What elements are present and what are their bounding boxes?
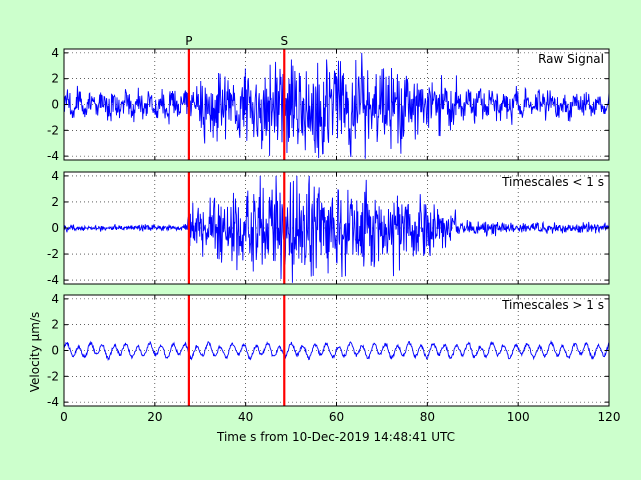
y-tick-label: 4 — [51, 46, 59, 60]
x-tick-label: 60 — [329, 410, 344, 424]
panel-1: P S -4 -2 0 2 4 Raw Signal — [47, 34, 610, 163]
x-tick-label: 20 — [147, 410, 162, 424]
x-tick-label: 0 — [60, 410, 68, 424]
y-tick-label: 2 — [51, 72, 59, 86]
y-tick-label: 0 — [51, 344, 59, 358]
x-tick-label: 80 — [420, 410, 435, 424]
panel-title: Timescales < 1 s — [501, 175, 604, 189]
y-tick-label: -4 — [47, 273, 59, 287]
waveform-trace — [63, 175, 610, 283]
phase-label-P: P — [185, 34, 192, 48]
y-axis-label: Velocity μm/s — [28, 312, 42, 393]
waveform-trace — [63, 339, 610, 362]
x-tick-label: 40 — [238, 410, 253, 424]
panels-group: P S -4 -2 0 2 4 Raw Signal -4 -2 0 2 4 Timescales < 1… — [47, 34, 620, 424]
x-axis-label: Time s from 10-Dec-2019 14:48:41 UTC — [216, 430, 455, 444]
y-tick-label: 2 — [51, 318, 59, 332]
waveform-trace — [63, 52, 610, 159]
y-tick-label: -2 — [47, 247, 59, 261]
y-tick-label: -2 — [47, 369, 59, 383]
y-tick-label: 4 — [51, 169, 59, 183]
x-tick-label: 120 — [598, 410, 621, 424]
x-tick-label: 100 — [507, 410, 530, 424]
y-tick-label: 0 — [51, 98, 59, 112]
y-tick-label: 0 — [51, 221, 59, 235]
panel-2: -4 -2 0 2 4 Timescales < 1 s — [47, 169, 610, 287]
y-tick-label: -2 — [47, 123, 59, 137]
phase-label-S: S — [280, 34, 288, 48]
panel-title: Timescales > 1 s — [501, 298, 604, 312]
y-tick-label: -4 — [47, 149, 59, 163]
panel-3: 0 20 40 60 80 100 120 -4 -2 0 2 4 Timescales > 1 s — [47, 292, 620, 424]
y-tick-label: 2 — [51, 195, 59, 209]
y-tick-label: 4 — [51, 292, 59, 306]
panel-title: Raw Signal — [538, 52, 604, 66]
y-tick-label: -4 — [47, 395, 59, 409]
